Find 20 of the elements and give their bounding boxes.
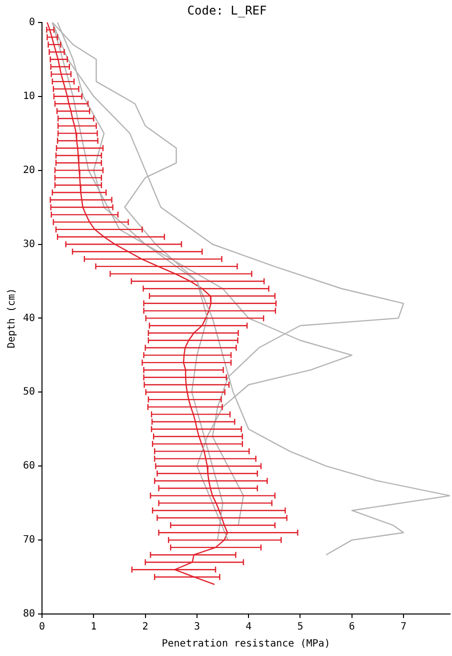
x-tick-label: 7 [400,622,407,633]
x-tick-label: 1 [90,622,97,633]
y-tick-label: 80 [22,608,36,620]
x-tick-label: 6 [348,622,355,633]
y-tick-label: 60 [22,460,36,472]
y-tick-label: 30 [22,238,36,250]
chart-title: Code: L_REF [187,3,267,18]
y-tick-label: 10 [22,90,36,102]
y-tick-label: 70 [22,534,36,546]
x-tick-label: 0 [39,622,46,633]
y-tick-label: 40 [22,312,36,324]
x-tick-label: 2 [142,622,148,633]
x-tick-label: 5 [297,622,304,633]
y-axis-title: Depth (cm) [6,288,18,348]
x-axis-title: Penetration resistance (MPa) [162,638,330,650]
y-tick-label: 0 [29,16,36,28]
y-tick-label: 20 [22,164,36,176]
x-tick-label: 4 [246,622,252,633]
x-tick-label: 3 [194,622,200,633]
y-tick-label: 50 [22,386,36,398]
